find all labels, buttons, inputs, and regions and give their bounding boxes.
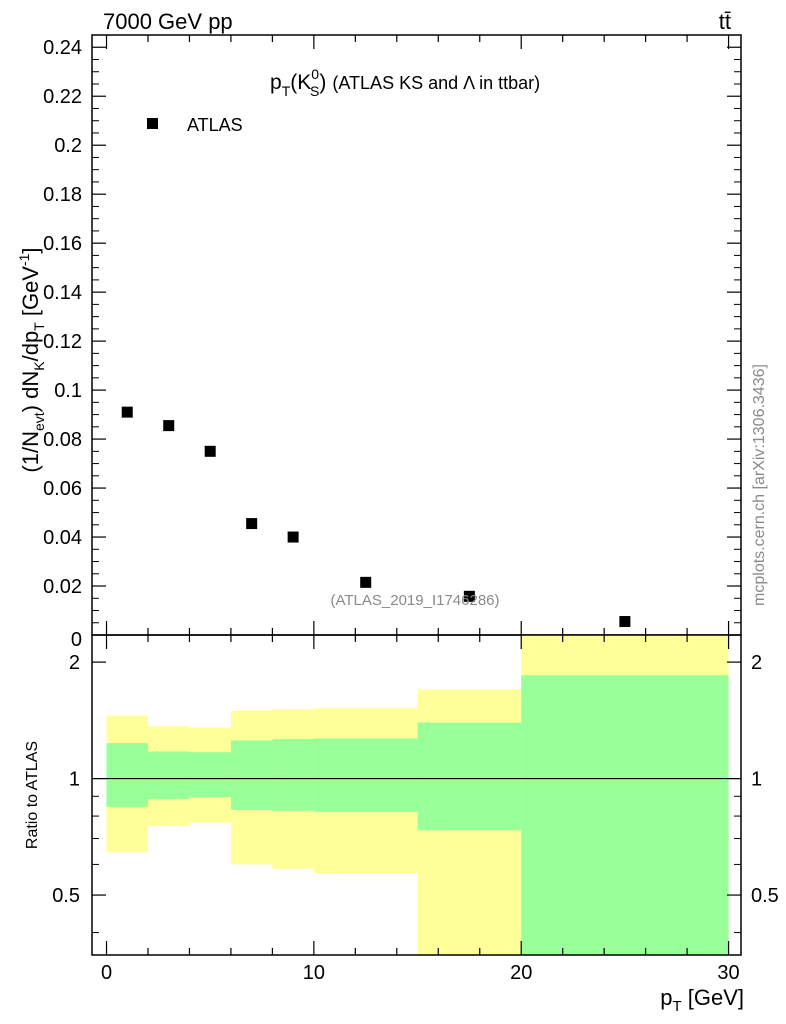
title-close: ) [319,71,326,94]
lower-y-tick-label-right: 1 [751,769,762,791]
lower-y-ticks: 0.5 0.5 1 1 2 2 [52,652,779,934]
x-tick-label: 0 [101,962,112,984]
ylabel-sub-T: T [31,322,47,331]
x-axis-title: pT [GeV] [660,985,744,1015]
x-tick-label: 10 [303,962,325,984]
atlas-data-point [619,616,631,628]
atlas-data-point [246,518,258,530]
ylabel-unit: [GeV [18,266,43,323]
upper-y-tick-label: 0.06 [43,478,82,500]
lower-frame [91,634,742,956]
title-rest: (ATLAS KS and Λ in ttbar) [332,73,540,93]
energy-label: 7000 GeV pp [103,9,233,34]
upper-y-axis-title: (1/Nevt) dNK/dpT [GeV-1] [16,247,47,472]
atlas-data-point [204,445,216,457]
ratio-band-green [147,751,190,800]
ratio-band-green [272,739,314,811]
upper-y-tick-label: 0.12 [43,331,82,353]
upper-y-tick-label: 0.24 [43,37,82,59]
upper-y-tick-label: 0.14 [43,282,82,304]
atlas-data-point [121,406,133,418]
ylabel-open: (1/N [18,431,43,473]
xlabel-p: p [660,985,672,1010]
x-tick-label: 30 [717,962,739,984]
chart-title: pT(K0 S) (ATLAS KS and Λ in ttbar) [270,66,540,99]
upper-y-tick-label: 0.22 [43,86,82,108]
upper-x-ticks [105,35,730,635]
lower-y-tick-label: 1 [69,769,80,791]
ratio-bands [106,635,729,955]
atlas-data-point [360,576,372,588]
x-tick-label: 20 [510,962,532,984]
ylabel-sup-exp: -1 [16,253,32,266]
ylabel-end: ] [18,247,43,253]
upper-y-tick-label: 0.16 [43,233,82,255]
lower-panel: 0.5 0.5 1 1 2 2 0 10 20 30 Ratio to ATLAS [24,634,779,984]
upper-panel: 0.02 0.04 0.06 0.08 0.1 0.12 0.14 0.16 0.18 0.2 0.… [16,34,742,651]
title-sub-S: S [310,83,319,99]
atlas-data-point [463,590,475,602]
ylabel-mid: ) dN [18,371,43,413]
analysis-label: (ATLAS_2019_I1746286) [330,592,499,609]
lower-x-ticks: 0 10 20 30 [101,635,740,984]
upper-y-tick-label: 0.04 [43,527,82,549]
title-sub-T: T [282,83,291,99]
legend-entry-atlas: ATLAS [187,115,243,135]
ratio-band-green [230,740,273,810]
upper-y-tick-label: 0.18 [43,184,82,206]
lower-y-tick-label: 2 [69,652,80,674]
side-watermark-label: mcplots.cern.ch [arXiv:1306.3436] [751,364,768,606]
ratio-band-green [106,743,148,807]
y-tick-label-zero: 0 [71,629,82,651]
ylabel-slash: /dp [18,331,43,362]
xlabel-unit: [GeV] [682,985,744,1010]
upper-y-tick-label: 0.1 [54,380,82,402]
upper-y-tick-label: 0.08 [43,429,82,451]
upper-y-tick-label: 0.2 [54,135,82,157]
title-sup-zero: 0 [311,66,319,82]
upper-y-ticks: 0.02 0.04 0.06 0.08 0.1 0.12 0.14 0.16 0.18 0.2 0.… [43,37,741,624]
lower-y-tick-label: 0.5 [52,885,80,907]
upper-y-tick-label: 0.02 [43,576,82,598]
process-label: tt̄ [719,9,731,34]
ylabel-sub-evt: evt [31,412,47,431]
lower-y-tick-label-right: 2 [751,652,762,674]
title-p: p [270,71,282,94]
ratio-band-green [417,722,522,831]
atlas-data-points [121,406,631,628]
legend-marker [147,118,158,129]
ratio-band-green [521,675,729,955]
ratio-band-green [313,738,418,812]
title-open: (K [290,71,311,94]
atlas-data-point [287,531,299,543]
ylabel-sub-K: K [31,361,47,371]
lower-y-axis-title: Ratio to ATLAS [24,741,41,849]
lower-y-tick-label-right: 0.5 [751,885,779,907]
ratio-band-green [189,752,231,798]
atlas-data-point [163,420,175,432]
xlabel-sub-T: T [672,998,681,1015]
